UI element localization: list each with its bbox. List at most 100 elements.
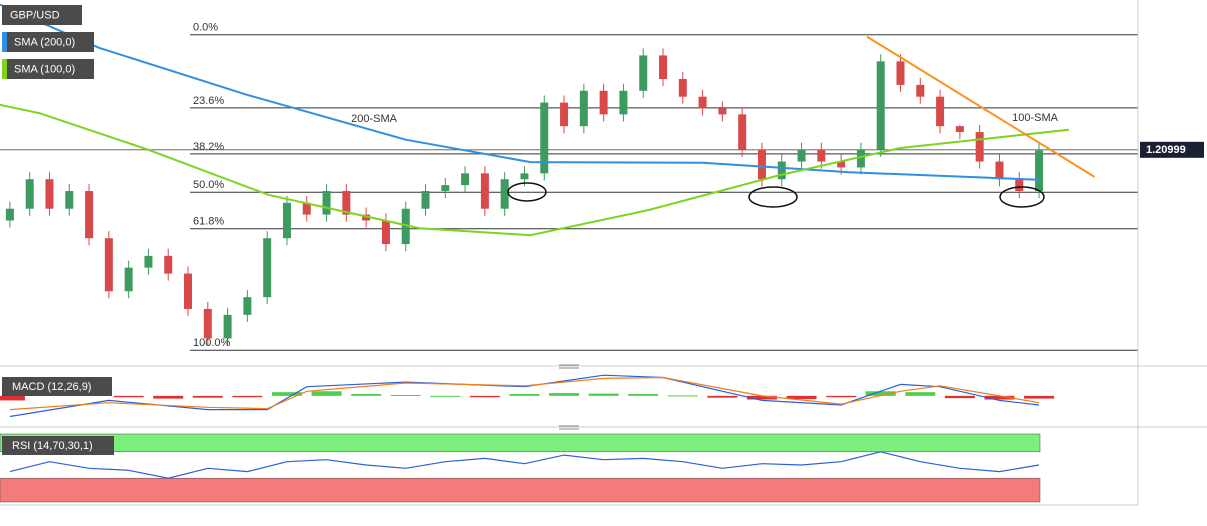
- candle-body: [362, 214, 371, 221]
- histogram-bar: [153, 395, 184, 399]
- chart-title: GBP/USD: [10, 9, 60, 21]
- legend-swatch: [2, 59, 7, 79]
- histogram-bar: [944, 395, 975, 399]
- histogram-bar: [549, 393, 580, 396]
- macd-line: [9, 374, 1040, 418]
- candle-body: [599, 90, 608, 115]
- legend-swatch: [2, 32, 7, 52]
- trend-line: [866, 35, 1096, 178]
- histogram-bar: [786, 395, 817, 400]
- candle-body: [223, 314, 232, 339]
- candle-body: [322, 191, 331, 215]
- candle-body: [401, 208, 410, 245]
- candle-body: [282, 202, 291, 239]
- histogram-bar: [588, 393, 619, 396]
- histogram-bar: [746, 395, 777, 400]
- candle-body: [777, 161, 786, 180]
- candle-body: [540, 102, 549, 174]
- candle-body: [421, 191, 430, 209]
- candle-body: [461, 173, 470, 186]
- candle-body: [936, 96, 945, 127]
- fib-label: 61.8%: [193, 216, 224, 228]
- candle-body: [5, 208, 14, 221]
- candle-body: [975, 132, 984, 162]
- histogram-bar: [311, 391, 342, 396]
- candle-body: [45, 179, 54, 209]
- candle-body: [381, 220, 390, 245]
- last-price-label: 1.20999: [1146, 144, 1186, 156]
- histogram-bar: [469, 395, 500, 398]
- candle-body: [500, 179, 509, 209]
- histogram-bar: [113, 395, 144, 398]
- fib-label: 50.0%: [193, 179, 224, 191]
- sma-line: [0, 103, 1069, 237]
- histogram-bar: [1024, 395, 1055, 399]
- support-ellipse: [507, 182, 547, 202]
- indicator-box: [2, 436, 114, 455]
- macd-line: [9, 376, 1040, 411]
- histogram-bar: [905, 392, 936, 396]
- histogram-bar: [430, 395, 461, 397]
- candle-body: [817, 149, 826, 162]
- overbought-band: [0, 433, 1041, 453]
- candle-body: [797, 149, 806, 162]
- candle-body: [916, 84, 925, 97]
- candle-body: [560, 102, 569, 127]
- last-price-box: [1140, 141, 1204, 158]
- histogram-bar: [667, 395, 698, 397]
- histogram-bar: [351, 394, 382, 396]
- candle-body: [896, 61, 905, 85]
- candle-body: [995, 161, 1004, 180]
- histogram-bar: [232, 395, 263, 398]
- candle-body: [342, 191, 351, 215]
- oversold-band: [0, 477, 1041, 503]
- histogram-bar: [192, 395, 223, 398]
- candle-body: [520, 173, 529, 180]
- candle-body: [164, 255, 173, 274]
- candle-body: [955, 126, 964, 133]
- mark-layer: [0, 3, 1138, 503]
- candle-body: [243, 297, 252, 315]
- legend-label: SMA (200,0): [14, 36, 75, 48]
- candle-body: [856, 149, 865, 168]
- candle-body: [85, 191, 94, 239]
- support-ellipse: [748, 186, 798, 208]
- histogram-bar: [390, 394, 421, 396]
- sma-line: [0, 3, 1040, 181]
- candle-body: [1015, 179, 1024, 192]
- panel-grip[interactable]: [559, 425, 579, 430]
- rsi-line: [9, 451, 1040, 479]
- candle-body: [837, 161, 846, 168]
- histogram-bar: [509, 394, 540, 396]
- candle-body: [579, 90, 588, 127]
- indicator-box: [2, 377, 112, 396]
- fib-label: 0.0%: [193, 22, 218, 34]
- candle-body: [639, 55, 648, 91]
- fib-label: 23.6%: [193, 95, 224, 107]
- annotation: 200-SMA: [351, 113, 398, 125]
- histogram-bar: [865, 391, 896, 396]
- candle-body: [738, 114, 747, 150]
- annotation: 100-SMA: [1012, 112, 1059, 124]
- legend-label: SMA (100,0): [14, 63, 75, 75]
- candle-body: [25, 179, 34, 209]
- candle-body: [619, 90, 628, 115]
- candle-body: [302, 202, 311, 215]
- legend-box: [2, 59, 94, 79]
- histogram-bar: [826, 395, 857, 398]
- panel-grip[interactable]: [559, 364, 579, 369]
- candle-body: [1035, 150, 1044, 192]
- candle-body: [480, 173, 489, 209]
- candle-body: [65, 191, 74, 209]
- over-layer: [0, 0, 1207, 506]
- histogram-bar: [0, 395, 25, 401]
- candle-body: [678, 79, 687, 97]
- legend-box: [2, 5, 82, 25]
- candle-body: [184, 273, 193, 309]
- histogram-bar: [271, 392, 302, 396]
- candle-body: [104, 238, 113, 292]
- candle-body: [144, 255, 153, 268]
- support-ellipse: [999, 186, 1045, 208]
- histogram-bar: [707, 395, 738, 398]
